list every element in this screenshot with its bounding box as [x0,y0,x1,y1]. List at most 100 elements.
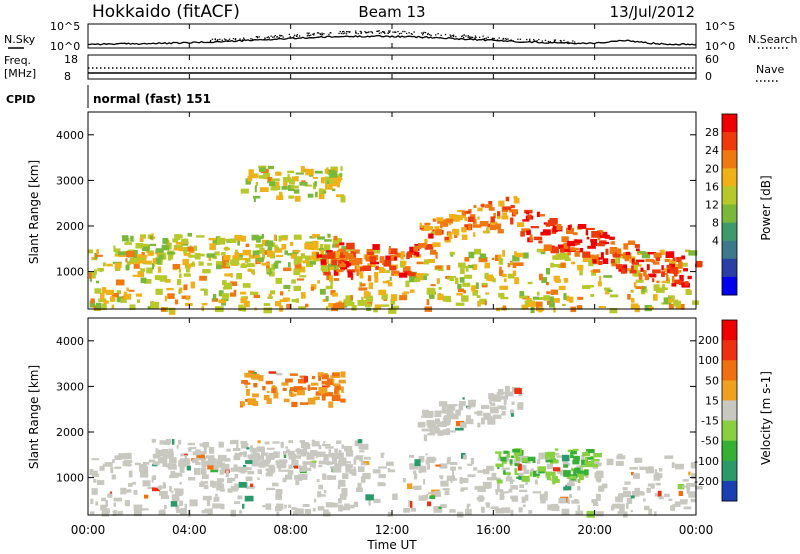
heatmap-cell [504,278,507,283]
heatmap-cell [462,397,465,400]
heatmap-cell [89,300,96,308]
heatmap-cell [325,306,328,311]
heatmap-cell [450,462,458,465]
noise-dot [383,31,385,33]
heatmap-cell [392,493,398,500]
heatmap-cell [325,296,329,301]
heatmap-cell [496,479,503,484]
heatmap-cell [639,491,644,496]
heatmap-cell [420,225,424,228]
heatmap-cell [102,262,106,267]
heatmap-cell [218,299,226,304]
heatmap-cell [559,469,567,476]
heatmap-cell [644,288,648,293]
heatmap-cell [570,247,575,252]
heatmap-cell [571,467,574,472]
heatmap-cell [147,306,153,309]
velocity-colorbar-label: Velocity [m s-1] [759,371,773,465]
heatmap-cell [481,506,485,513]
heatmap-cell [541,277,548,283]
heatmap-cell [266,390,270,393]
noise-dot [210,39,212,42]
heatmap-cell [510,485,518,490]
heatmap-cell [453,218,460,222]
heatmap-cell [155,288,163,295]
heatmap-cell [181,238,189,245]
heatmap-cell [346,301,355,306]
noise-dot [568,42,570,44]
heatmap-cell [426,299,430,306]
heatmap-cell [302,504,310,507]
heatmap-cell [526,211,530,215]
heatmap-cell [491,410,496,413]
colorbar-segment [722,222,737,242]
heatmap-cell [514,453,518,459]
colorbar-segment [722,340,737,361]
heatmap-cell [269,296,273,299]
heatmap-cell [407,483,413,489]
heatmap-cell [171,490,174,494]
heatmap-cell [642,286,647,292]
heatmap-cell [519,456,529,459]
power-colorbar-label: Power [dB] [759,175,773,240]
heatmap-cell [625,503,629,509]
heatmap-cell [192,451,202,456]
heatmap-cell [250,174,258,179]
heatmap-cell [323,244,331,251]
heatmap-cell [562,303,566,306]
heatmap-cell [111,293,119,298]
heatmap-cell [550,459,559,464]
heatmap-cell [303,168,307,173]
heatmap-cell [457,209,465,213]
heatmap-cell [333,235,338,241]
heatmap-cell [614,252,617,258]
heatmap-cell [677,484,685,490]
heatmap-cell [178,268,182,273]
heatmap-cell [558,497,567,504]
heatmap-cell [629,269,637,274]
heatmap-cell [438,410,447,414]
heatmap-cell [323,490,327,494]
heatmap-cell [259,167,266,172]
heatmap-cell [664,493,670,498]
heatmap-cell [353,458,357,465]
heatmap-cell [513,195,518,200]
heatmap-cell [95,501,99,506]
heatmap-cell [560,247,565,253]
noise-dot [424,32,427,34]
noise-dot [397,30,399,33]
heatmap-cell [418,465,427,473]
heatmap-cell [421,428,431,432]
heatmap-cell [445,218,453,224]
heatmap-cell [492,277,496,283]
heatmap-cell [372,469,381,474]
heatmap-cell [336,181,340,188]
heatmap-cell [648,466,653,471]
heatmap-cell [342,473,349,479]
heatmap-cell [536,474,540,479]
heatmap-cell [338,450,342,454]
heatmap-cell [363,292,371,299]
heatmap-cell [505,476,513,482]
heatmap-cell [293,510,298,516]
colorbar-segment [722,168,737,187]
heatmap-cell [495,463,504,467]
heatmap-cell [536,301,543,309]
heatmap-cell [212,238,220,245]
heatmap-cell [123,293,132,300]
heatmap-cell [466,503,469,511]
heatmap-cell [287,253,292,256]
x-tick-label: 04:00 [172,523,207,537]
heatmap-cell [168,307,174,314]
heatmap-cell [454,277,459,285]
heatmap-cell [164,505,167,510]
heatmap-cell [686,489,690,494]
heatmap-cell [322,254,327,259]
noise-dot [232,37,235,40]
noise-dot [461,35,464,37]
heatmap-cell [372,244,380,250]
noise-dot [563,42,565,44]
heatmap-cell [142,480,151,487]
heatmap-cell [94,254,103,257]
heatmap-cell [671,283,677,287]
